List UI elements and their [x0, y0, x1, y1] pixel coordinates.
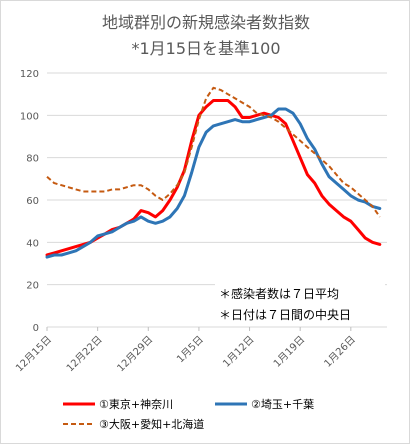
y-tick-label: 20	[26, 281, 39, 292]
x-tick-label: 1月19日	[271, 334, 307, 370]
series-line-2	[45, 107, 382, 259]
y-tick-label: 100	[20, 111, 39, 122]
y-tick-label: 60	[26, 196, 39, 207]
gridlines	[47, 72, 387, 328]
series-line-3	[46, 86, 381, 218]
notes-box	[215, 283, 385, 323]
legend-label-2: ②埼玉+千葉	[251, 397, 314, 411]
legend: ①東京+神奈川 ②埼玉+千葉 ③大阪+愛知+北海道	[63, 397, 314, 431]
y-tick-label: 80	[26, 154, 39, 165]
x-tick-label: 12月29日	[115, 334, 156, 375]
series-lines	[45, 86, 382, 259]
y-axis-ticks: 0 20 40 60 80 100 120	[20, 69, 39, 334]
y-tick-label: 0	[33, 323, 39, 334]
legend-label-1: ①東京+神奈川	[99, 397, 173, 411]
x-tick-label: 1月5日	[174, 334, 206, 366]
note-center-date: ＊日付は７日間の中央日	[219, 307, 351, 322]
y-tick-label: 40	[26, 238, 39, 249]
note-7day-average: ＊感染者数は７日平均	[219, 286, 339, 301]
x-tick-label: 12月15日	[13, 334, 54, 375]
x-axis-ticks: 12月15日 12月22日 12月29日 1月5日 1月12日 1月19日 1月26日	[13, 327, 358, 375]
x-tick-label: 12月22日	[64, 334, 105, 375]
chart-title-line-1: 地域群別の新規感染者数指数	[102, 13, 310, 32]
x-tick-label: 1月12日	[220, 334, 256, 370]
legend-label-3: ③大阪+愛知+北海道	[99, 417, 204, 431]
y-tick-label: 120	[20, 69, 39, 80]
x-tick-label: 1月26日	[322, 334, 358, 370]
chart-title-line-2: *1月15日を基準100	[131, 39, 280, 58]
